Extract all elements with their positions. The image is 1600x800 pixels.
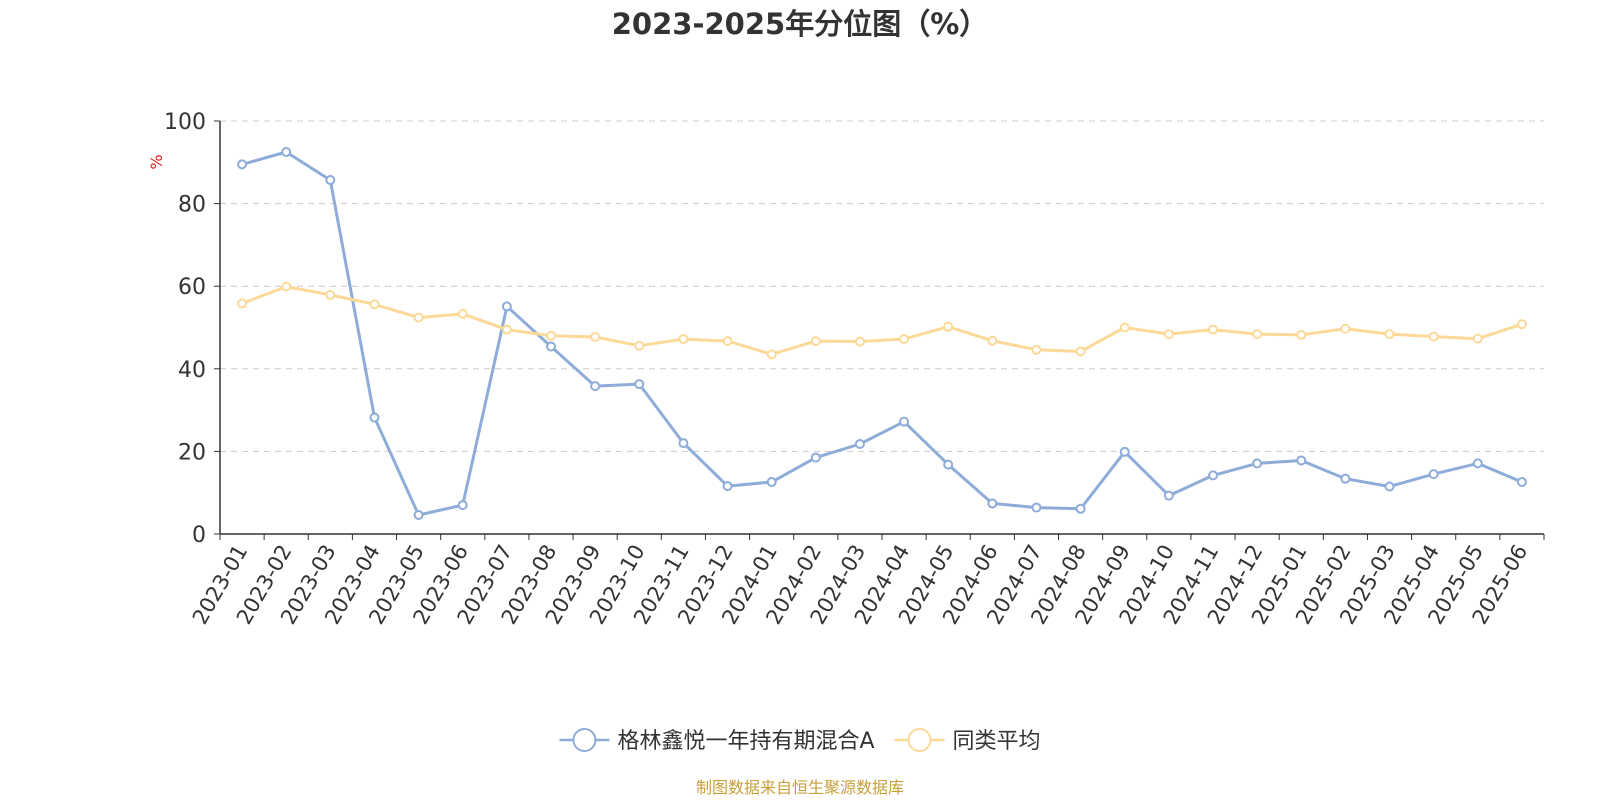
data-point[interactable] xyxy=(501,301,512,312)
data-point[interactable] xyxy=(1252,458,1263,469)
chart-title: 2023-2025年分位图（%） xyxy=(611,7,989,41)
data-point[interactable] xyxy=(1428,469,1439,480)
data-point[interactable] xyxy=(1296,329,1307,340)
data-point[interactable] xyxy=(1031,502,1042,513)
data-point[interactable] xyxy=(810,336,821,347)
data-point[interactable] xyxy=(634,340,645,351)
data-point[interactable] xyxy=(810,452,821,463)
data-point[interactable] xyxy=(546,341,556,352)
data-point[interactable] xyxy=(899,334,910,345)
legend-marker xyxy=(572,728,597,752)
y-tick-label: 0 xyxy=(192,523,206,548)
data-point[interactable] xyxy=(766,349,777,360)
legend[interactable]: 格林鑫悦一年持有期混合A 同类平均 xyxy=(559,728,1041,754)
data-point[interactable] xyxy=(1516,319,1527,330)
data-point[interactable] xyxy=(457,308,468,319)
data-point[interactable] xyxy=(1516,476,1527,487)
data-point[interactable] xyxy=(634,379,645,390)
data-point[interactable] xyxy=(854,438,865,449)
data-point[interactable] xyxy=(1252,329,1263,340)
data-point[interactable] xyxy=(1075,346,1086,357)
y-tick-label: 60 xyxy=(178,275,206,300)
series-line-0 xyxy=(241,150,1523,517)
data-point[interactable] xyxy=(1340,473,1351,484)
data-point[interactable] xyxy=(1428,331,1439,342)
data-point[interactable] xyxy=(281,281,292,292)
data-point[interactable] xyxy=(281,146,292,157)
legend-label: 同类平均 xyxy=(953,729,1041,754)
y-tick-label: 80 xyxy=(178,193,206,218)
data-point[interactable] xyxy=(501,324,512,335)
data-point[interactable] xyxy=(237,298,248,309)
data-point[interactable] xyxy=(1119,322,1130,333)
data-point[interactable] xyxy=(722,336,733,347)
data-point[interactable] xyxy=(1472,333,1483,344)
data-point[interactable] xyxy=(325,289,336,300)
y-tick-label: 40 xyxy=(178,358,206,383)
data-point[interactable] xyxy=(987,498,998,509)
data-point[interactable] xyxy=(457,500,468,511)
data-point[interactable] xyxy=(1163,329,1174,340)
data-point[interactable] xyxy=(943,321,954,332)
y-axis-label: % xyxy=(147,154,166,169)
series-line-1 xyxy=(241,285,1523,356)
data-point[interactable] xyxy=(1075,503,1086,514)
data-point[interactable] xyxy=(413,510,424,521)
legend-label: 格林鑫悦一年持有期混合A xyxy=(617,729,874,754)
data-point[interactable] xyxy=(1384,481,1395,492)
data-point[interactable] xyxy=(237,159,248,170)
legend-item-0[interactable]: 格林鑫悦一年持有期混合A xyxy=(559,728,875,754)
data-point[interactable] xyxy=(590,331,601,342)
data-point[interactable] xyxy=(722,481,733,492)
data-point[interactable] xyxy=(1208,324,1218,335)
y-tick-label: 100 xyxy=(164,110,206,135)
data-point[interactable] xyxy=(1119,446,1130,457)
legend-item-1[interactable]: 同类平均 xyxy=(894,728,1041,754)
data-point[interactable] xyxy=(546,330,556,341)
data-point[interactable] xyxy=(369,299,380,310)
data-point[interactable] xyxy=(369,412,380,423)
data-point[interactable] xyxy=(678,334,689,345)
data-point[interactable] xyxy=(1296,455,1307,466)
data-point[interactable] xyxy=(766,476,777,487)
data-point[interactable] xyxy=(1208,470,1218,481)
data-point[interactable] xyxy=(1340,323,1351,334)
grid-lines xyxy=(220,120,1544,452)
data-point[interactable] xyxy=(1384,329,1395,340)
data-point[interactable] xyxy=(943,459,954,470)
data-point[interactable] xyxy=(1163,490,1174,501)
data-point[interactable] xyxy=(854,336,865,347)
series-lines xyxy=(237,146,1527,521)
source-note: 制图数据来自恒生聚源数据库 xyxy=(695,778,904,797)
data-point[interactable] xyxy=(987,335,998,346)
legend-marker xyxy=(907,728,932,752)
data-point[interactable] xyxy=(413,312,424,323)
data-point[interactable] xyxy=(678,438,689,449)
data-point[interactable] xyxy=(590,381,601,392)
data-point[interactable] xyxy=(1031,344,1042,355)
data-point[interactable] xyxy=(325,175,336,186)
y-tick-label: 20 xyxy=(178,440,206,465)
data-point[interactable] xyxy=(1472,458,1483,469)
data-point[interactable] xyxy=(899,416,910,427)
